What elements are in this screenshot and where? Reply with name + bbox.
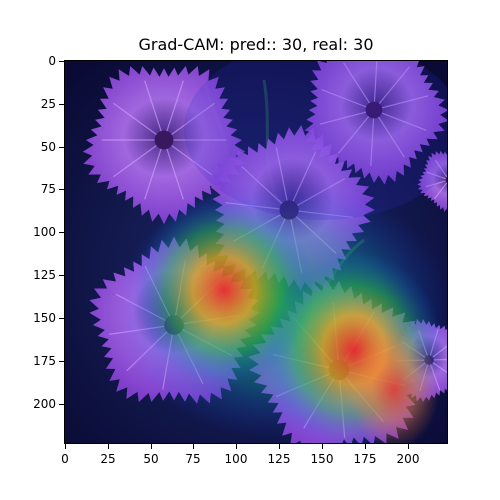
x-tick xyxy=(193,444,194,449)
y-tick xyxy=(59,104,64,105)
y-tick-label: 25 xyxy=(40,97,56,111)
y-tick-label: 0 xyxy=(48,54,56,68)
x-tick xyxy=(408,444,409,449)
x-tick xyxy=(236,444,237,449)
x-tick-label: 0 xyxy=(61,452,69,466)
flower xyxy=(417,150,448,212)
y-tick-label: 100 xyxy=(33,225,56,239)
plot-title: Grad-CAM: pred:: 30, real: 30 xyxy=(138,35,374,54)
x-tick-label: 100 xyxy=(224,452,248,466)
flower xyxy=(82,66,246,225)
y-tick-label: 50 xyxy=(40,140,56,154)
y-tick-label: 175 xyxy=(33,354,56,368)
y-tick-label: 75 xyxy=(40,182,56,196)
x-tick-label: 200 xyxy=(396,452,420,466)
x-tick-label: 75 xyxy=(185,452,201,466)
y-tick xyxy=(59,318,64,319)
y-tick-label: 125 xyxy=(33,268,56,282)
gradcam-overlay xyxy=(64,60,448,444)
gradcam-image xyxy=(64,60,448,444)
x-tick-label: 125 xyxy=(267,452,291,466)
x-tick xyxy=(365,444,366,449)
y-tick xyxy=(59,232,64,233)
x-tick xyxy=(108,444,109,449)
y-tick xyxy=(59,275,64,276)
y-tick xyxy=(59,61,64,62)
y-tick xyxy=(59,189,64,190)
x-tick-label: 150 xyxy=(310,452,334,466)
x-tick-label: 25 xyxy=(100,452,116,466)
y-tick xyxy=(59,361,64,362)
x-tick-label: 50 xyxy=(143,452,159,466)
x-tick xyxy=(151,444,152,449)
x-tick xyxy=(322,444,323,449)
x-tick xyxy=(65,444,66,449)
x-tick-label: 175 xyxy=(353,452,377,466)
y-tick-label: 200 xyxy=(33,397,56,411)
y-tick-label: 150 xyxy=(33,311,56,325)
y-tick xyxy=(59,404,64,405)
x-tick xyxy=(279,444,280,449)
flower xyxy=(304,60,448,185)
y-tick xyxy=(59,147,64,148)
